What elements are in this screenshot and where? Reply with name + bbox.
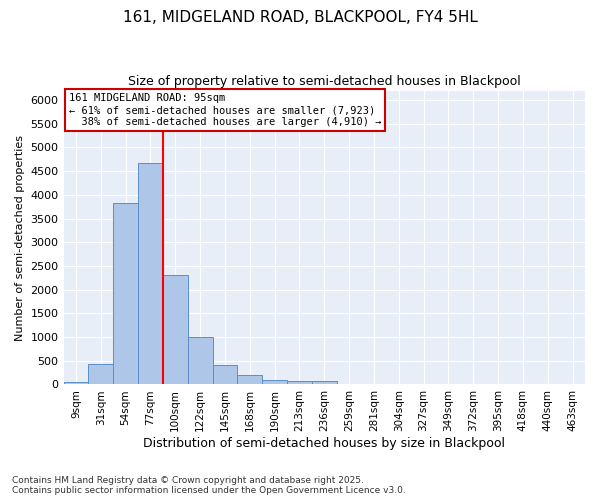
Bar xyxy=(88,364,113,384)
Bar xyxy=(188,337,212,384)
Bar xyxy=(262,380,287,384)
Bar xyxy=(212,365,238,384)
Bar xyxy=(312,381,337,384)
Bar xyxy=(64,382,88,384)
Title: Size of property relative to semi-detached houses in Blackpool: Size of property relative to semi-detach… xyxy=(128,75,521,88)
Bar xyxy=(163,276,188,384)
Bar xyxy=(138,162,163,384)
X-axis label: Distribution of semi-detached houses by size in Blackpool: Distribution of semi-detached houses by … xyxy=(143,437,505,450)
Bar xyxy=(287,380,312,384)
Bar xyxy=(238,374,262,384)
Text: 161, MIDGELAND ROAD, BLACKPOOL, FY4 5HL: 161, MIDGELAND ROAD, BLACKPOOL, FY4 5HL xyxy=(122,10,478,25)
Y-axis label: Number of semi-detached properties: Number of semi-detached properties xyxy=(15,134,25,340)
Bar xyxy=(113,203,138,384)
Text: Contains HM Land Registry data © Crown copyright and database right 2025.
Contai: Contains HM Land Registry data © Crown c… xyxy=(12,476,406,495)
Text: 161 MIDGELAND ROAD: 95sqm
← 61% of semi-detached houses are smaller (7,923)
  38: 161 MIDGELAND ROAD: 95sqm ← 61% of semi-… xyxy=(69,94,381,126)
